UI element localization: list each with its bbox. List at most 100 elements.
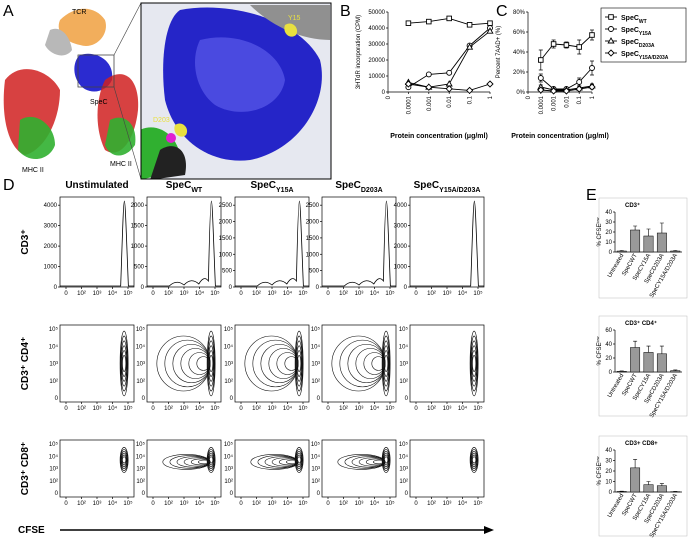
column-subscript: WT [191, 187, 203, 194]
x-tick-label: 10³ [443, 291, 452, 297]
x-tick-label: 10³ [93, 406, 102, 412]
y-tick-label: 10⁴ [311, 453, 321, 460]
row-label: CD3⁺ CD4⁺ [20, 337, 31, 390]
y-tick-label: 40 [605, 342, 612, 348]
contour [285, 459, 299, 465]
plot-frame [59, 196, 135, 288]
error-bar [646, 228, 651, 236]
y-tick-label: 30000 [368, 42, 385, 48]
y-tick-label: 10⁵ [136, 326, 146, 333]
y-tick-label: 10³ [224, 467, 233, 473]
x-tick-label: 10⁵ [385, 290, 395, 297]
x-tick-label: 10⁵ [210, 500, 220, 507]
error-bar [633, 225, 638, 230]
x-tick-label: 10² [164, 406, 173, 412]
y-tick-label: 10⁴ [224, 453, 234, 460]
x-axis-label: CFSE [18, 525, 45, 536]
y-tick-label: 10² [49, 379, 58, 385]
y-tick-label: 0 [317, 491, 321, 497]
x-tick-label: 10⁴ [108, 405, 118, 412]
contour [383, 350, 389, 377]
x-tick-label: 10³ [355, 501, 364, 507]
marker [465, 86, 474, 95]
contour [344, 455, 386, 469]
x-tick-label: 10⁴ [195, 500, 205, 507]
y-tick-label: 10 [605, 240, 612, 246]
x-tick-label: 10⁵ [298, 405, 308, 412]
y-axis-label: 3HTdR incorporation (CPM) [356, 15, 362, 89]
marker [425, 83, 433, 91]
contour [371, 356, 386, 371]
row-label: CD3⁺ [20, 229, 31, 254]
x-tick-label: 0 [326, 501, 330, 507]
marker [446, 15, 452, 22]
x-tick-label: 10³ [268, 501, 277, 507]
error-bar [619, 250, 624, 251]
y-tick-label: 10⁵ [399, 326, 409, 333]
marker [486, 80, 494, 88]
contour [297, 355, 302, 372]
x-tick-label: 10⁵ [123, 405, 133, 412]
x-tick-label: 10⁵ [298, 500, 308, 507]
panel-label: E [586, 187, 597, 204]
contour [121, 452, 128, 468]
x-tick-label: 0 [239, 406, 243, 412]
chart-frame [598, 197, 688, 299]
x-tick-label: 0 [64, 406, 68, 412]
contour [207, 340, 215, 387]
marker [589, 65, 595, 71]
y-tick-label: 10³ [399, 467, 408, 473]
x-tick-label: 10³ [93, 501, 102, 507]
marker [563, 42, 570, 48]
y-tick-label: 0 [316, 285, 320, 291]
x-tick-label: 10² [427, 291, 436, 297]
x-tick-label: 10² [339, 291, 348, 297]
histogram-curve [410, 200, 484, 287]
y-tick-label: 10⁵ [399, 441, 409, 448]
y-tick-label: 10³ [311, 467, 320, 473]
y-tick-label: 10⁴ [399, 453, 409, 460]
x-tick-label: 0.1 [577, 95, 583, 104]
marker [537, 75, 544, 81]
chart-title: CD3⁺ [625, 202, 640, 209]
x-tick-label: 10⁴ [108, 500, 118, 507]
error-bar [673, 369, 678, 371]
contour [470, 448, 479, 471]
contour [382, 340, 390, 387]
y-tick-label: 10⁵ [136, 441, 146, 448]
error-bar [659, 483, 664, 486]
x-tick-label: 0 [326, 291, 330, 297]
legend-name: SpeC [621, 15, 639, 22]
inset-border [140, 2, 332, 180]
y-tick-label: 1000 [219, 252, 233, 258]
histogram-curve [322, 200, 396, 287]
contour [351, 456, 386, 468]
x-tick-label: 10⁴ [370, 500, 380, 507]
marker [466, 43, 474, 50]
contour [164, 339, 211, 388]
y-tick-label: 0 [382, 90, 386, 96]
error-bar [659, 222, 664, 233]
bar [656, 485, 667, 493]
y-tick-label: 10000 [368, 74, 385, 80]
y-tick-label: 10² [399, 479, 408, 485]
y-tick-label: 10² [224, 479, 233, 485]
y-tick-label: 1500 [131, 224, 145, 230]
y-tick-label: 1000 [44, 265, 58, 271]
x-tick-label: 10⁴ [458, 290, 468, 297]
x-tick-label: 10⁵ [473, 500, 483, 507]
marker [404, 80, 413, 88]
marker [538, 57, 544, 63]
y-tick-label: 10⁵ [224, 326, 234, 333]
chart-frame [598, 435, 688, 537]
marker [576, 44, 582, 50]
column-header: SpeCWT [166, 180, 203, 194]
error-bar [646, 481, 651, 485]
y-tick-label: 80% [513, 10, 526, 16]
y-tick-label: 10² [49, 479, 58, 485]
legend-subscript: D203A [639, 43, 655, 49]
x-tick-label: 10⁴ [108, 290, 118, 297]
y-tick-label: 10³ [49, 467, 58, 473]
contour [122, 456, 127, 464]
